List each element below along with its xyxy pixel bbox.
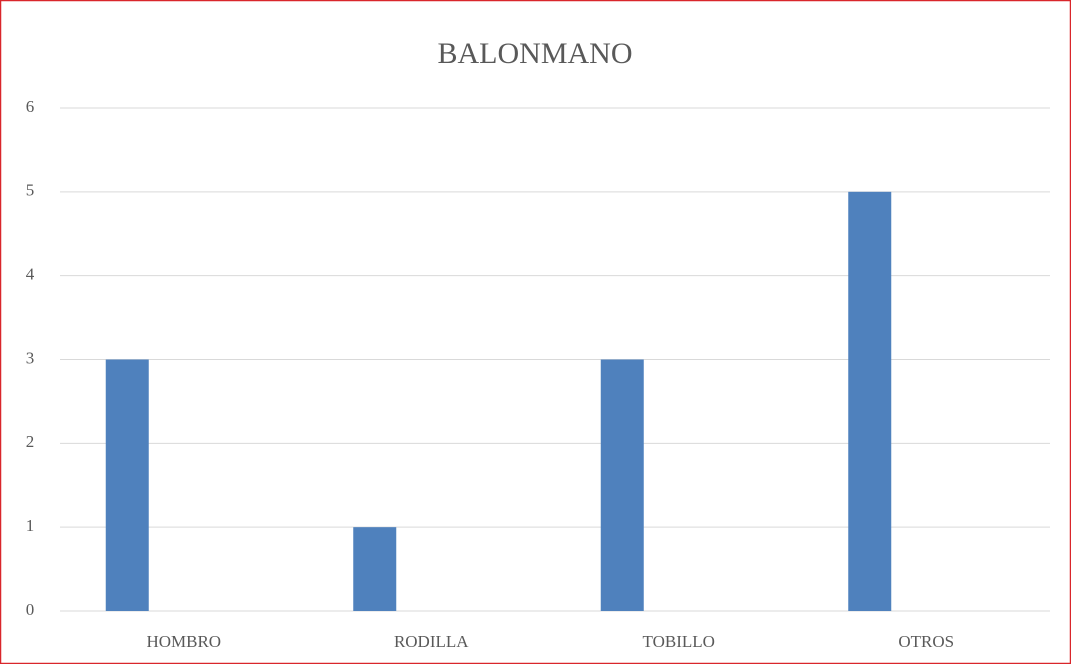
x-tick-label: OTROS [898, 632, 954, 651]
y-tick-label: 4 [26, 265, 35, 284]
bar [353, 527, 397, 611]
bar [848, 191, 892, 612]
bar [105, 359, 149, 611]
y-tick-label: 6 [26, 97, 35, 116]
chart-title: BALONMANO [438, 37, 633, 70]
x-tick-label: HOMBRO [146, 632, 221, 651]
y-tick-label: 5 [26, 181, 35, 200]
x-tick-label: RODILLA [394, 632, 469, 651]
bar [600, 359, 644, 611]
y-tick-label: 1 [26, 516, 35, 535]
x-tick-label: TOBILLO [643, 632, 715, 651]
y-tick-label: 2 [26, 432, 35, 451]
y-tick-label: 3 [26, 348, 35, 367]
y-tick-label: 0 [26, 600, 35, 619]
